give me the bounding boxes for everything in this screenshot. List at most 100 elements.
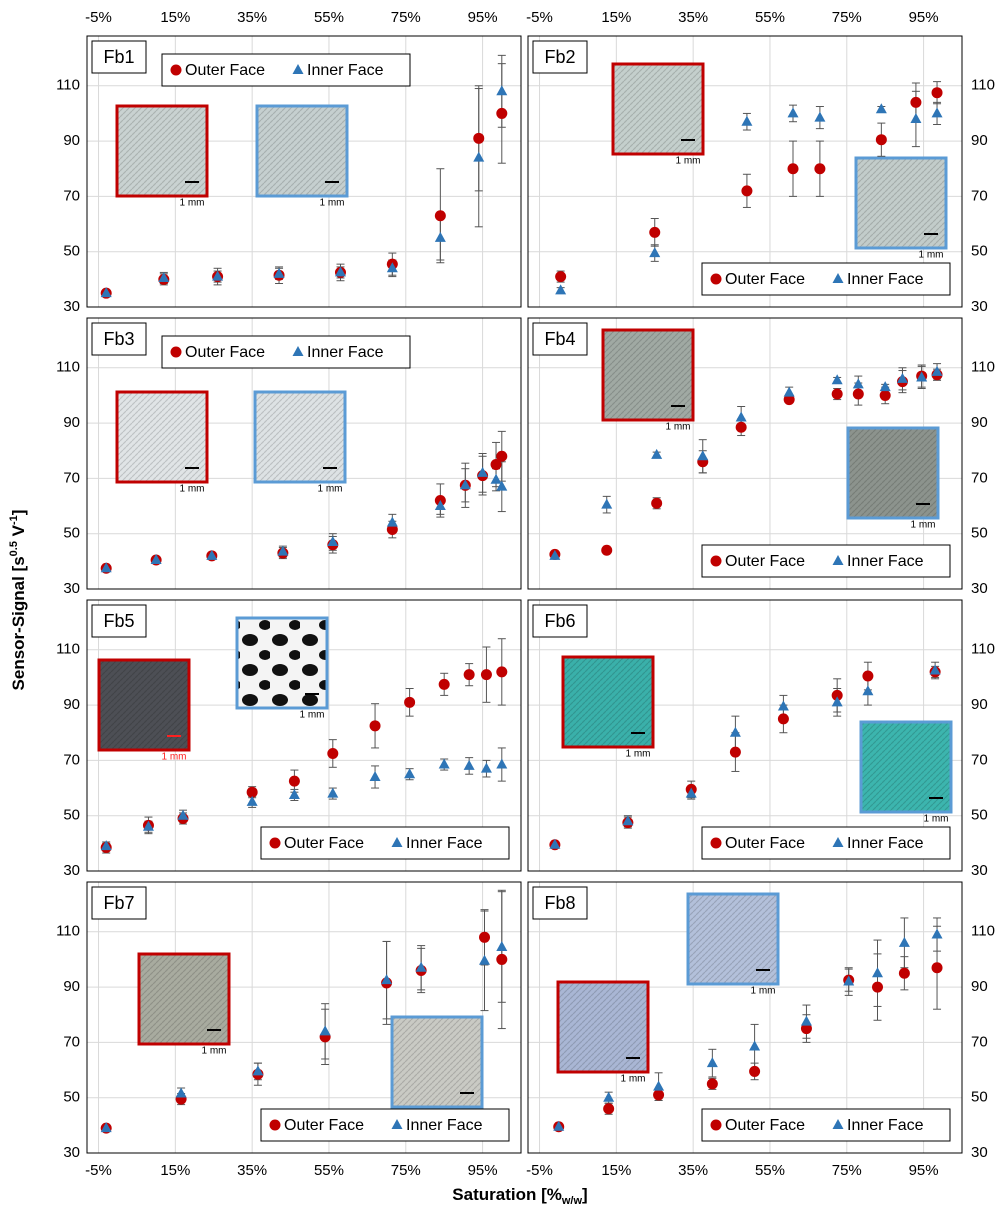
legend-label: Inner Face: [847, 553, 924, 570]
x-tick-label: 55%: [755, 1162, 785, 1179]
legend-label: Outer Face: [284, 835, 364, 852]
y-tick-label: 110: [971, 77, 995, 94]
point: [788, 163, 799, 174]
x-tick-label: -5%: [526, 9, 553, 26]
y-title-part: ]: [9, 510, 28, 516]
legend-marker: [270, 838, 281, 849]
x-tick-label: 95%: [909, 9, 939, 26]
legend-marker: [270, 1120, 281, 1131]
x-tick-label: 95%: [468, 9, 498, 26]
y-tick-label: 70: [971, 751, 988, 768]
point: [496, 954, 507, 965]
figure: Sensor-Signal [s0.5 V-1] Saturation [%w/…: [0, 0, 1008, 1210]
point: [730, 747, 741, 758]
x-tick-label: 75%: [832, 9, 862, 26]
x-tick-label: 55%: [755, 9, 785, 26]
y-tick-label: 110: [56, 641, 80, 658]
y-tick-label: 110: [971, 359, 995, 376]
point: [473, 133, 484, 144]
y-tick-label: 90: [63, 978, 80, 995]
panel-title: Fb8: [544, 893, 575, 913]
y-tick-label: 30: [63, 580, 80, 597]
y-tick-label: 30: [971, 298, 988, 315]
y-tick-label: 110: [971, 641, 995, 658]
y-tick-label: 110: [971, 923, 995, 940]
y-tick-label: 50: [63, 807, 80, 824]
y-title-part: Sensor-Signal [s: [9, 556, 28, 690]
scale-label: 1 mm: [318, 484, 343, 495]
point: [876, 134, 887, 145]
y-tick-label: 30: [63, 862, 80, 879]
x-tick-label: 75%: [832, 1162, 862, 1179]
legend-marker: [711, 556, 722, 567]
legend-label: Outer Face: [185, 344, 265, 361]
scale-label: 1 mm: [666, 422, 691, 433]
x-tick-label: 75%: [391, 9, 421, 26]
legend-label: Inner Face: [406, 1117, 483, 1134]
scale-label: 1 mm: [919, 250, 944, 261]
y-tick-label: 50: [971, 525, 988, 542]
x-title-part: ]: [582, 1185, 588, 1204]
scale-label: 1 mm: [924, 814, 949, 825]
scale-label: 1 mm: [621, 1074, 646, 1085]
y-tick-label: 30: [63, 1144, 80, 1161]
y-tick-label: 110: [56, 923, 80, 940]
point: [736, 422, 747, 433]
y-title-sup: -1: [8, 515, 20, 525]
y-tick-label: 90: [971, 132, 988, 149]
x-title-sub: w/w: [561, 1195, 583, 1207]
point: [880, 390, 891, 401]
point: [464, 669, 475, 680]
x-tick-label: -5%: [85, 1162, 112, 1179]
legend-label: Outer Face: [725, 553, 805, 570]
point: [832, 389, 843, 400]
legend-marker: [171, 65, 182, 76]
point: [651, 498, 662, 509]
y-tick-label: 90: [63, 414, 80, 431]
point: [778, 713, 789, 724]
point: [707, 1078, 718, 1089]
point: [555, 271, 566, 282]
panel-title: Fb7: [103, 893, 134, 913]
y-tick-label: 50: [971, 807, 988, 824]
scale-label: 1 mm: [676, 156, 701, 167]
x-tick-label: 15%: [601, 1162, 631, 1179]
y-axis-title: Sensor-Signal [s0.5 V-1]: [8, 510, 29, 691]
point: [749, 1066, 760, 1077]
legend-marker: [171, 347, 182, 358]
x-tick-label: 75%: [391, 1162, 421, 1179]
y-tick-label: 70: [971, 469, 988, 486]
y-tick-label: 30: [971, 580, 988, 597]
y-tick-label: 50: [971, 243, 988, 260]
point: [932, 962, 943, 973]
x-tick-label: 95%: [909, 1162, 939, 1179]
point: [327, 748, 338, 759]
scale-label: 1 mm: [180, 198, 205, 209]
y-tick-label: 30: [971, 1144, 988, 1161]
point: [853, 389, 864, 400]
y-tick-label: 30: [63, 298, 80, 315]
panel-title: Fb4: [544, 329, 575, 349]
x-tick-label: 15%: [160, 1162, 190, 1179]
x-tick-label: 35%: [237, 9, 267, 26]
panel-title: Fb1: [103, 47, 134, 67]
legend-label: Outer Face: [284, 1117, 364, 1134]
point: [601, 545, 612, 556]
x-tick-label: -5%: [85, 9, 112, 26]
point: [899, 968, 910, 979]
y-tick-label: 70: [63, 1033, 80, 1050]
point: [910, 97, 921, 108]
y-tick-label: 90: [63, 696, 80, 713]
legend-marker: [711, 1120, 722, 1131]
legend-marker: [711, 838, 722, 849]
scale-label: 1 mm: [320, 198, 345, 209]
point: [814, 163, 825, 174]
panel-title: Fb5: [103, 611, 134, 631]
scale-label: 1 mm: [751, 986, 776, 997]
legend-label: Outer Face: [725, 271, 805, 288]
x-tick-label: 35%: [678, 9, 708, 26]
y-tick-label: 50: [63, 1089, 80, 1106]
x-tick-label: 35%: [237, 1162, 267, 1179]
y-tick-label: 70: [63, 187, 80, 204]
legend-label: Outer Face: [185, 62, 265, 79]
